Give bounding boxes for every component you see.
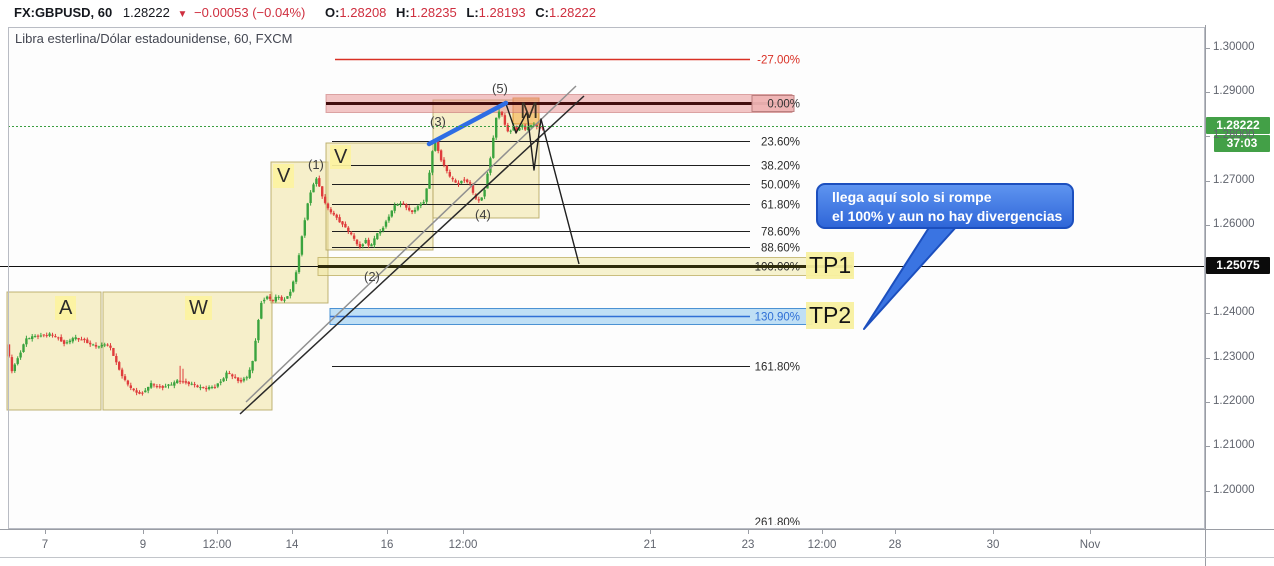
low-label: L: <box>466 5 479 20</box>
bar-countdown-badge: 37:03 <box>1214 135 1270 153</box>
open-value: 1.28208 <box>339 5 387 20</box>
fib-level-label: -27.00% <box>757 55 800 67</box>
time-axis-label: 7 <box>41 539 49 551</box>
candlestick-series <box>7 109 544 396</box>
time-axis-label: 14 <box>285 539 299 551</box>
symbol-name[interactable]: FX:GBPUSD, 60 <box>14 5 113 20</box>
chart-legend[interactable]: Libra esterlina/Dólar estadounidense, 60… <box>15 31 293 46</box>
time-axis-label: 12:00 <box>448 539 478 551</box>
fib-level-label: 61.80% <box>761 200 800 212</box>
wave-box-W <box>102 291 273 411</box>
fib-level-label: 38.20% <box>761 161 800 173</box>
horizontal-line-price-badge: 1.25075 <box>1206 256 1270 274</box>
fib-level-label: 78.60% <box>761 227 800 239</box>
high-label: H: <box>396 5 410 20</box>
projection-zigzag <box>504 100 580 265</box>
last-price-badge: 1.28222 <box>1206 117 1270 135</box>
price-axis-label: 1.20000 <box>1213 483 1255 496</box>
time-axis-label: Nov <box>1079 539 1101 551</box>
fib-level-label: 23.60% <box>761 137 800 149</box>
time-axis-label: 16 <box>380 539 394 551</box>
fib-level-label: 0.00% <box>767 99 800 111</box>
low-value: 1.28193 <box>478 5 526 20</box>
time-axis-label: 21 <box>643 539 657 551</box>
fib-level-label: 50.00% <box>761 180 800 192</box>
price-axis-label: 1.26000 <box>1213 217 1255 230</box>
fib-level-label: 130.90% <box>755 312 800 324</box>
impulse-trendline-blue <box>426 100 509 147</box>
high-value: 1.28235 <box>409 5 457 20</box>
symbol-info-bar: FX:GBPUSD, 60 1.28222 ▼ −0.00053 (−0.04%… <box>0 0 1274 25</box>
time-axis-label: 12:00 <box>202 539 232 551</box>
price-axis-label: 1.22000 <box>1213 394 1255 407</box>
open-label: O: <box>324 5 340 20</box>
close-value: 1.28222 <box>549 5 597 20</box>
wave-box-V <box>325 142 434 251</box>
time-axis-label: 30 <box>986 539 1000 551</box>
price-axis-label: 1.23000 <box>1213 350 1255 363</box>
fib-level-label: 161.80% <box>755 362 800 374</box>
price-change: −0.00053 (−0.04%) <box>194 5 306 20</box>
price-axis-label: 1.24000 <box>1213 306 1255 319</box>
time-axis-label: 12:00 <box>807 539 837 551</box>
channel-line-gray <box>245 85 577 403</box>
price-axis-label: 1.27000 <box>1213 173 1255 186</box>
time-axis-label: 23 <box>741 539 755 551</box>
price-down-arrow-icon: ▼ <box>177 9 188 20</box>
price-axis-label: 1.30000 <box>1213 40 1255 53</box>
time-axis-label: 9 <box>139 539 147 551</box>
close-label: C: <box>535 5 550 20</box>
price-axis-label: 1.21000 <box>1213 439 1255 452</box>
channel-line-black <box>239 95 585 415</box>
fib-level-label: 88.60% <box>761 243 800 255</box>
time-axis-label: 28 <box>888 539 902 551</box>
price-axis-label: 1.28000 <box>1213 129 1255 142</box>
last-price-value: 1.28222 <box>122 5 170 20</box>
price-axis-label: 1.29000 <box>1213 85 1255 97</box>
